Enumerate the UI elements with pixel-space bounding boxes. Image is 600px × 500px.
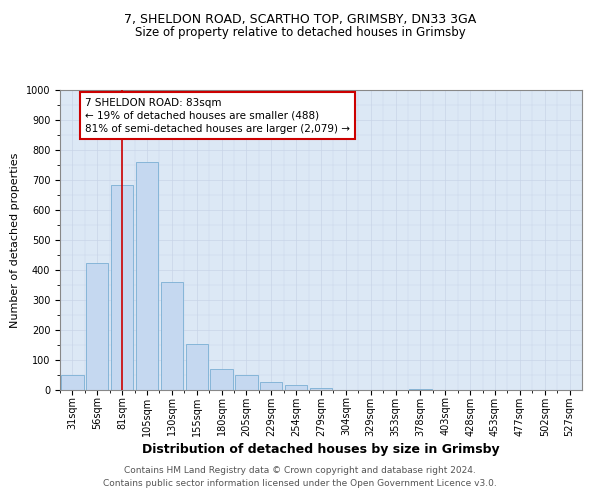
Bar	[61, 375, 83, 390]
Bar	[235, 375, 257, 390]
Text: Size of property relative to detached houses in Grimsby: Size of property relative to detached ho…	[134, 26, 466, 39]
Bar	[285, 384, 307, 390]
Bar	[260, 382, 283, 390]
Bar	[136, 162, 158, 390]
Y-axis label: Number of detached properties: Number of detached properties	[10, 152, 20, 328]
Text: 7, SHELDON ROAD, SCARTHO TOP, GRIMSBY, DN33 3GA: 7, SHELDON ROAD, SCARTHO TOP, GRIMSBY, D…	[124, 12, 476, 26]
Text: Distribution of detached houses by size in Grimsby: Distribution of detached houses by size …	[142, 442, 500, 456]
Bar	[409, 388, 431, 390]
Text: Contains HM Land Registry data © Crown copyright and database right 2024.
Contai: Contains HM Land Registry data © Crown c…	[103, 466, 497, 487]
Text: 7 SHELDON ROAD: 83sqm
← 19% of detached houses are smaller (488)
81% of semi-det: 7 SHELDON ROAD: 83sqm ← 19% of detached …	[85, 98, 350, 134]
Bar	[161, 282, 183, 390]
Bar	[310, 388, 332, 390]
Bar	[111, 184, 133, 390]
Bar	[86, 262, 109, 390]
Bar	[185, 344, 208, 390]
Bar	[211, 369, 233, 390]
